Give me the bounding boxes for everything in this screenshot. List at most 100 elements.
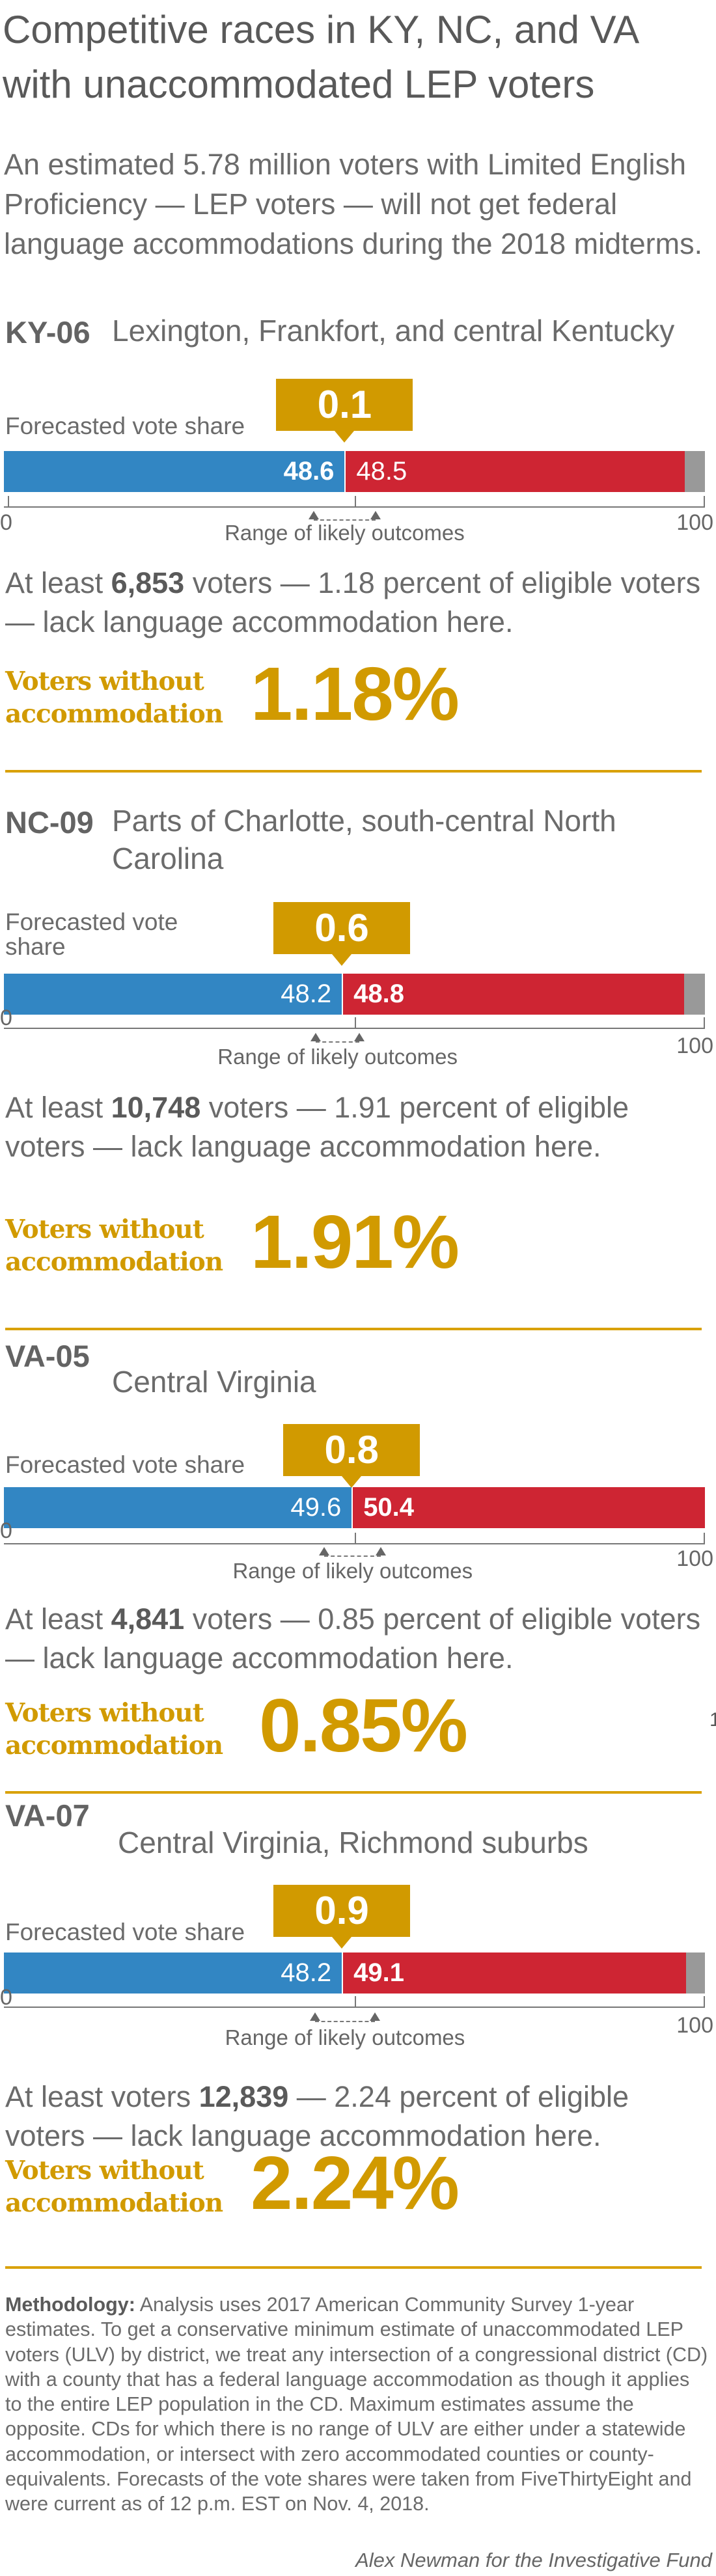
voters-summary: At least voters 12,839 — 2.24 percent of… bbox=[5, 2077, 708, 2156]
district-description: Parts of Charlotte, south-central North … bbox=[112, 804, 616, 875]
intro-text: An estimated 5.78 million voters with Li… bbox=[4, 148, 703, 260]
axis-line bbox=[4, 506, 705, 508]
voters-without-label: Voters without accommodation bbox=[5, 1214, 223, 1277]
methodology-label: Methodology: bbox=[5, 2294, 135, 2316]
axis-tick bbox=[704, 1533, 705, 1543]
rep-value-label: 48.5 bbox=[356, 457, 407, 486]
axis-min-label: 0 bbox=[0, 1006, 12, 1030]
summary-text: At least bbox=[5, 1091, 111, 1124]
district-description: Central Virginia bbox=[112, 1365, 316, 1399]
summary-text: voters — 1.18 percent of eligible voters… bbox=[5, 566, 701, 638]
axis-max-label: 100 bbox=[676, 2013, 713, 2038]
range-low-arrow-icon bbox=[309, 511, 320, 519]
range-low-arrow-icon bbox=[310, 1033, 322, 1041]
axis-tick bbox=[354, 1017, 356, 1028]
summary-text: — 2.24 percent of eligible voters — lack… bbox=[5, 2080, 629, 2152]
district-description: Lexington, Frankfort, and central Kentuc… bbox=[112, 314, 675, 348]
summary-text: At least voters bbox=[5, 2080, 199, 2113]
dem-segment bbox=[4, 451, 345, 492]
divider bbox=[5, 1791, 702, 1794]
range-high-arrow-icon bbox=[369, 2012, 380, 2021]
range-label: Range of likely outcomes bbox=[217, 1045, 458, 1069]
voters-without-label: Voters without accommodation bbox=[5, 1698, 223, 1761]
forecast-label: Forecasted vote share bbox=[5, 909, 178, 960]
axis-tick bbox=[704, 1017, 705, 1028]
margin-value: 0.8 bbox=[324, 1428, 379, 1472]
margin-value: 0.6 bbox=[314, 906, 369, 950]
range-dashed-line bbox=[315, 2021, 375, 2022]
voter-count: 10,748 bbox=[111, 1091, 201, 1124]
methodology-text: Analysis uses 2017 American Community Su… bbox=[5, 2294, 708, 2515]
unaccommodated-percent: 0.85% bbox=[259, 1683, 468, 1768]
district-code: KY-06 bbox=[5, 315, 90, 349]
axis-line bbox=[4, 1543, 705, 1544]
district-description: Central Virginia, Richmond suburbs bbox=[118, 1826, 588, 1859]
axis-min-label: 0 bbox=[0, 1985, 12, 2010]
range-high-arrow-icon bbox=[354, 1033, 365, 1041]
divider bbox=[5, 1328, 702, 1330]
page-title: Competitive races in KY, NC, and VA with… bbox=[3, 8, 637, 106]
other-segment bbox=[685, 1953, 705, 1994]
dem-segment bbox=[4, 1953, 342, 1994]
stray-label: 1 bbox=[709, 1709, 716, 1731]
methodology: Methodology: Analysis uses 2017 American… bbox=[5, 2292, 711, 2517]
vote-share-bar: 49.6 50.4 bbox=[4, 1487, 705, 1528]
rep-value-label: 48.8 bbox=[353, 980, 404, 1008]
voters-without-label: Voters without accommodation bbox=[5, 2156, 223, 2218]
badge-pointer-icon bbox=[332, 954, 352, 966]
badge-pointer-icon bbox=[335, 431, 355, 443]
forecast-label: Forecasted vote share bbox=[5, 1919, 245, 1945]
summary-text: voters — 0.85 percent of eligible voters… bbox=[5, 1602, 701, 1675]
summary-text: At least bbox=[5, 1602, 111, 1636]
dem-value-label: 49.6 bbox=[290, 1493, 342, 1522]
margin-badge: 0.6 bbox=[273, 902, 411, 966]
axis-line bbox=[4, 2007, 705, 2008]
unaccommodated-percent: 1.91% bbox=[251, 1199, 460, 1284]
axis-tick bbox=[8, 496, 9, 506]
voters-summary: At least 10,748 voters — 1.91 percent of… bbox=[5, 1088, 708, 1166]
voter-count: 4,841 bbox=[111, 1602, 185, 1636]
divider bbox=[5, 770, 702, 773]
margin-badge: 0.1 bbox=[276, 379, 413, 443]
forecast-label: Forecasted vote share bbox=[5, 1451, 245, 1478]
range-high-arrow-icon bbox=[376, 1547, 387, 1555]
margin-badge: 0.8 bbox=[283, 1424, 420, 1488]
axis-tick bbox=[354, 1996, 356, 2007]
axis-tick bbox=[704, 1996, 705, 2007]
dem-value-label: 48.2 bbox=[281, 980, 332, 1008]
rep-segment bbox=[343, 1953, 686, 1994]
range-dashed-line bbox=[316, 1041, 360, 1043]
rep-segment bbox=[353, 1487, 705, 1528]
voters-without-label: Voters without accommodation bbox=[5, 666, 223, 729]
district-code: VA-07 bbox=[5, 1798, 90, 1833]
range-dashed-line bbox=[324, 1555, 381, 1557]
margin-badge: 0.9 bbox=[273, 1885, 411, 1949]
axis-max-label: 100 bbox=[676, 510, 713, 535]
range-low-arrow-icon bbox=[310, 2012, 321, 2021]
range-high-arrow-icon bbox=[370, 511, 381, 519]
badge-pointer-icon bbox=[342, 1476, 362, 1488]
badge-pointer-icon bbox=[332, 1937, 352, 1949]
axis-min-label: 0 bbox=[0, 1518, 12, 1543]
range-label: Range of likely outcomes bbox=[225, 2025, 465, 2049]
range-dashed-line bbox=[314, 519, 376, 521]
range-low-arrow-icon bbox=[319, 1547, 330, 1555]
forecast-label: Forecasted vote share bbox=[5, 413, 245, 439]
rep-value-label: 50.4 bbox=[363, 1493, 415, 1522]
other-segment bbox=[684, 451, 705, 492]
other-segment bbox=[683, 974, 705, 1015]
rep-segment bbox=[346, 451, 685, 492]
district-code: VA-05 bbox=[5, 1339, 90, 1373]
unaccommodated-percent: 1.18% bbox=[251, 651, 460, 736]
axis-line bbox=[4, 1028, 705, 1029]
credit: Alex Newman for the Investigative Fund bbox=[355, 2549, 712, 2571]
dem-segment bbox=[4, 1487, 352, 1528]
axis-tick bbox=[354, 1533, 356, 1543]
range-label: Range of likely outcomes bbox=[232, 1559, 473, 1583]
rep-segment bbox=[343, 974, 684, 1015]
unaccommodated-percent: 2.24% bbox=[251, 2141, 460, 2225]
rep-value-label: 49.1 bbox=[353, 1958, 404, 1987]
summary-text: voters — 1.91 percent of eligible voters… bbox=[5, 1091, 629, 1163]
margin-value: 0.9 bbox=[314, 1889, 369, 1932]
vote-share-bar: 48.2 49.1 bbox=[4, 1953, 705, 1994]
